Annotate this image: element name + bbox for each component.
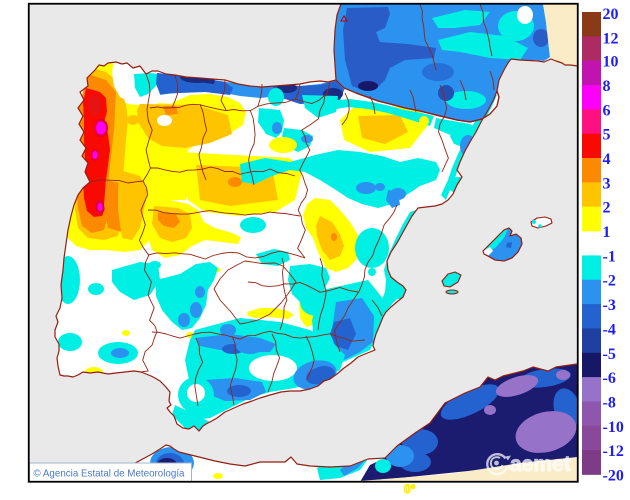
- svg-text:-1: -1: [603, 248, 616, 265]
- svg-text:12: 12: [603, 30, 619, 47]
- svg-text:8: 8: [603, 78, 611, 95]
- svg-text:-20: -20: [603, 468, 624, 485]
- svg-text:3: 3: [603, 175, 611, 192]
- svg-text:-10: -10: [603, 419, 624, 436]
- svg-text:10: 10: [603, 54, 619, 71]
- svg-text:0°: 0°: [404, 482, 416, 496]
- svg-text:-3: -3: [603, 297, 616, 314]
- svg-text:2: 2: [603, 200, 611, 217]
- svg-text:5: 5: [603, 127, 611, 144]
- svg-text:© Agencia Estatal de Meteorolo: © Agencia Estatal de Meteorología: [34, 469, 185, 480]
- svg-text:aemet: aemet: [510, 453, 571, 476]
- svg-text:6: 6: [603, 102, 611, 119]
- svg-text:-8: -8: [603, 394, 616, 411]
- svg-text:1: 1: [603, 224, 611, 241]
- svg-text:4: 4: [603, 151, 611, 168]
- svg-text:-2: -2: [603, 273, 616, 290]
- svg-text:-6: -6: [603, 370, 616, 387]
- svg-text:-4: -4: [603, 321, 616, 338]
- svg-text:-5: -5: [603, 346, 616, 363]
- svg-text:-12: -12: [603, 443, 624, 460]
- svg-text:20: 20: [603, 6, 619, 23]
